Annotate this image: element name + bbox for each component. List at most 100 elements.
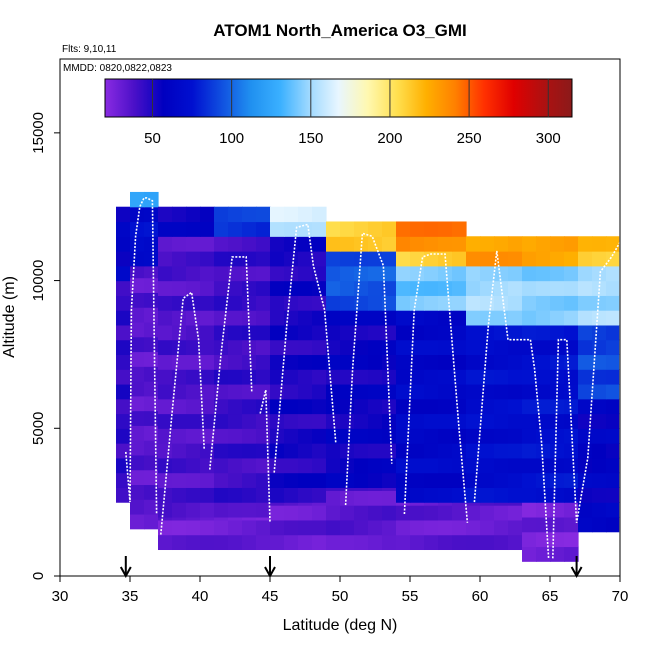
heatmap-cell: [522, 295, 537, 311]
heatmap-cell: [452, 339, 467, 356]
heatmap-cell: [298, 534, 313, 551]
heatmap-cell: [186, 251, 201, 267]
heatmap-cell: [242, 413, 257, 429]
heatmap-cell: [424, 398, 439, 415]
heatmap-cell: [578, 310, 593, 326]
heatmap-cell: [186, 443, 201, 459]
heatmap-cell: [424, 295, 439, 311]
heatmap-cell: [326, 457, 341, 474]
heatmap-cell: [368, 295, 383, 311]
heatmap-cell: [284, 413, 299, 429]
heatmap-cell: [256, 534, 271, 551]
heatmap-cell: [284, 519, 299, 536]
heatmap-cell: [200, 339, 215, 356]
heatmap-cell: [214, 236, 229, 252]
heatmap-cell: [186, 534, 201, 551]
heatmap-cell: [298, 236, 313, 252]
heatmap-cell: [312, 251, 327, 267]
heatmap-cell: [368, 354, 383, 370]
heatmap-cell: [480, 369, 495, 385]
heatmap-cell: [340, 398, 355, 415]
heatmap-cell: [578, 369, 593, 385]
heatmap-cell: [298, 428, 313, 444]
heatmap-cell: [452, 457, 467, 474]
heatmap-cell: [396, 505, 411, 521]
heatmap-cell: [242, 398, 257, 415]
heatmap-cell: [606, 516, 620, 533]
heatmap-cell: [424, 369, 439, 385]
y-tick-label: 5000: [30, 412, 47, 445]
heatmap-cell: [522, 428, 537, 444]
heatmap-cell: [564, 310, 579, 326]
heatmap-cell: [326, 443, 341, 459]
heatmap-cell: [606, 236, 620, 252]
heatmap-cell: [410, 295, 425, 311]
heatmap-cell: [452, 398, 467, 415]
heatmap-cell: [144, 410, 159, 426]
heatmap-cell: [494, 519, 509, 536]
heatmap-cell: [256, 383, 271, 400]
heatmap-cell: [340, 265, 355, 282]
heatmap-cell: [242, 516, 257, 521]
heatmap-cell: [424, 457, 439, 474]
heatmap-cell: [480, 413, 495, 429]
heatmap-cell: [158, 354, 173, 370]
heatmap-cell: [368, 265, 383, 282]
heatmap-cell: [382, 457, 397, 474]
heatmap-cell: [312, 487, 327, 503]
heatmap-cell: [228, 339, 243, 356]
heatmap-cell: [130, 395, 145, 412]
heatmap-cell: [606, 265, 620, 282]
x-tick-label: 45: [262, 588, 279, 605]
heatmap-cell: [326, 221, 341, 237]
heatmap-cell: [494, 265, 509, 282]
heatmap-cell: [424, 487, 439, 503]
heatmap-cell: [368, 428, 383, 444]
heatmap-cell: [284, 383, 299, 400]
colorbar-ticks: 50 100 150 200 250 300: [144, 79, 561, 147]
heatmap-cell: [200, 472, 215, 488]
heatmap-cell: [214, 534, 229, 551]
heatmap-cell: [186, 310, 201, 326]
heatmap-cell: [452, 505, 467, 521]
heatmap-cell: [494, 457, 509, 474]
heatmap-cell: [186, 324, 201, 341]
heatmap-cell: [186, 428, 201, 444]
heatmap-cell: [158, 413, 173, 429]
heatmap-cell: [158, 295, 173, 311]
heatmap-cell: [158, 280, 173, 296]
heatmap-cell: [592, 383, 607, 400]
heatmap-cell: [480, 354, 495, 370]
heatmap-cell: [270, 280, 285, 296]
heatmap-cell: [312, 339, 327, 356]
heatmap-cell: [396, 519, 411, 536]
heatmap-cell: [536, 280, 551, 296]
heatmap-cell: [312, 428, 327, 444]
heatmap-cell: [368, 339, 383, 356]
heatmap-cell: [550, 472, 565, 488]
heatmap-cell: [326, 280, 341, 296]
heatmap-cell: [256, 457, 271, 474]
heatmap-cell: [592, 502, 607, 518]
x-tick-label: 35: [122, 588, 139, 605]
heatmap-cell: [256, 324, 271, 341]
heatmap-cell: [256, 516, 271, 521]
heatmap-cell: [186, 295, 201, 311]
heatmap-cell: [284, 354, 299, 370]
heatmap-cell: [116, 413, 131, 429]
heatmap-cell: [298, 339, 313, 356]
heatmap-cell: [606, 428, 620, 444]
heatmap-cell: [326, 490, 341, 506]
heatmap-cell: [256, 428, 271, 444]
heatmap-cell: [522, 398, 537, 415]
heatmap-cell: [480, 324, 495, 341]
heatmap-cell: [578, 502, 593, 518]
heatmap-cell: [522, 324, 537, 341]
heatmap-cell: [354, 472, 369, 488]
heatmap-cell: [382, 519, 397, 536]
heatmap-cell: [354, 354, 369, 370]
heatmap-cell: [158, 534, 173, 551]
heatmap-cell: [228, 502, 243, 518]
heatmap-cell: [508, 251, 523, 267]
heatmap-cell: [480, 519, 495, 536]
